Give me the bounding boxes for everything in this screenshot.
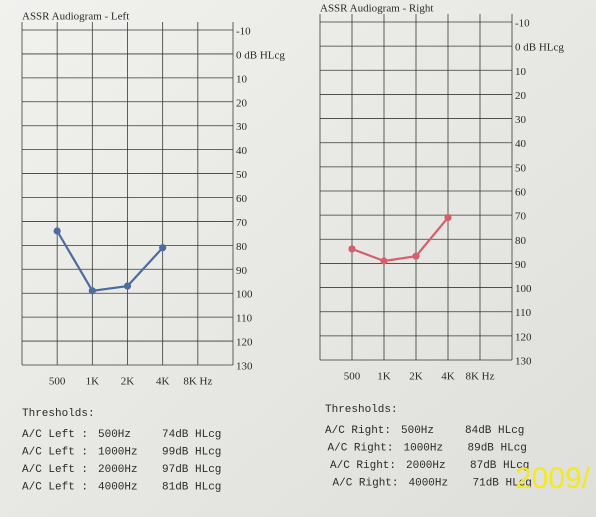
x-tick-label: 2K: [409, 371, 423, 383]
threshold-cell: 4000Hz: [98, 481, 138, 493]
y-tick-label: 110: [236, 313, 253, 325]
y-tick-label: 110: [515, 307, 532, 319]
chart-title: ASSR Audiogram - Right: [320, 3, 433, 15]
threshold-cell: 89dB HLcg: [468, 442, 527, 454]
y-tick-label: 120: [236, 337, 253, 349]
y-tick-label: 10: [236, 73, 248, 85]
x-tick-label: 500: [344, 371, 361, 383]
y-tick-label: 20: [236, 97, 248, 109]
y-tick-label: 100: [236, 289, 253, 301]
y-tick-label: -10: [236, 26, 251, 38]
threshold-cell: 1000Hz: [404, 442, 444, 454]
data-point: [348, 245, 356, 253]
threshold-cell: 81dB HLcg: [162, 481, 221, 493]
series-line: [351, 216, 449, 263]
y-tick-label: 70: [236, 217, 248, 229]
y-tick-label: 70: [515, 211, 527, 223]
y-tick-label: 130: [236, 361, 253, 373]
threshold-cell: 500Hz: [401, 425, 434, 437]
y-tick-label: -10: [515, 18, 530, 30]
y-tick-label: 40: [236, 145, 248, 157]
threshold-cell: A/C Left :: [22, 481, 88, 493]
y-tick-label: 100: [515, 283, 532, 295]
y-tick-label: 20: [515, 90, 527, 102]
threshold-cell: 4000Hz: [409, 477, 449, 489]
x-tick-label: 1K: [377, 371, 391, 383]
y-tick-label: 30: [515, 114, 527, 126]
threshold-cell: 500Hz: [98, 429, 131, 441]
data-point: [53, 227, 61, 235]
threshold-cell: A/C Right:: [328, 442, 394, 454]
x-tick-label: 1K: [86, 376, 100, 388]
y-tick-label: 0 dB HLcg: [515, 42, 564, 54]
x-tick-label: 500: [49, 376, 66, 388]
threshold-cell: A/C Left :: [22, 446, 88, 458]
y-tick-label: 10: [515, 66, 527, 78]
data-point: [123, 282, 132, 290]
y-tick-label: 0 dB HLcg: [236, 49, 285, 61]
x-tick-label: 4K: [156, 376, 170, 388]
threshold-cell: 87dB HLcg: [470, 460, 529, 472]
thresholds-title: Thresholds:: [22, 408, 95, 420]
y-tick-label: 30: [236, 121, 248, 133]
series-line: [56, 230, 164, 293]
threshold-cell: 99dB HLcg: [162, 446, 221, 458]
y-tick-label: 120: [515, 331, 532, 343]
data-point: [159, 244, 167, 252]
threshold-cell: A/C Left :: [22, 429, 88, 441]
y-tick-label: 60: [515, 187, 527, 199]
y-tick-label: 80: [515, 235, 527, 247]
thresholds-title: Thresholds:: [325, 404, 398, 416]
x-tick-label: 8K Hz: [465, 371, 494, 383]
date-stamp: 2009/: [515, 462, 591, 495]
threshold-cell: A/C Right:: [330, 460, 396, 472]
x-tick-label: 8K Hz: [183, 376, 212, 388]
y-tick-label: 80: [236, 241, 248, 253]
threshold-cell: 71dB HLcg: [473, 477, 532, 489]
threshold-cell: A/C Right:: [325, 425, 391, 437]
data-point: [88, 287, 96, 295]
data-point: [444, 213, 452, 222]
x-tick-label: 2K: [121, 376, 135, 388]
threshold-cell: A/C Right:: [333, 477, 399, 489]
chart-title: ASSR Audiogram - Left: [22, 11, 129, 23]
y-tick-label: 60: [236, 193, 248, 205]
threshold-cell: 2000Hz: [98, 464, 138, 476]
y-tick-label: 50: [515, 162, 527, 174]
data-point: [412, 252, 420, 260]
y-tick-label: 90: [236, 265, 248, 277]
y-tick-label: 130: [515, 356, 532, 368]
threshold-cell: A/C Left :: [22, 464, 88, 476]
y-tick-label: 40: [515, 138, 527, 150]
threshold-cell: 84dB HLcg: [465, 425, 524, 437]
y-tick-label: 90: [515, 259, 527, 271]
threshold-cell: 1000Hz: [98, 446, 138, 458]
threshold-cell: 97dB HLcg: [162, 464, 221, 476]
data-point: [380, 257, 388, 265]
y-tick-label: 50: [236, 169, 248, 181]
x-tick-label: 4K: [441, 371, 455, 383]
threshold-cell: 74dB HLcg: [162, 429, 221, 441]
threshold-cell: 2000Hz: [406, 460, 446, 472]
